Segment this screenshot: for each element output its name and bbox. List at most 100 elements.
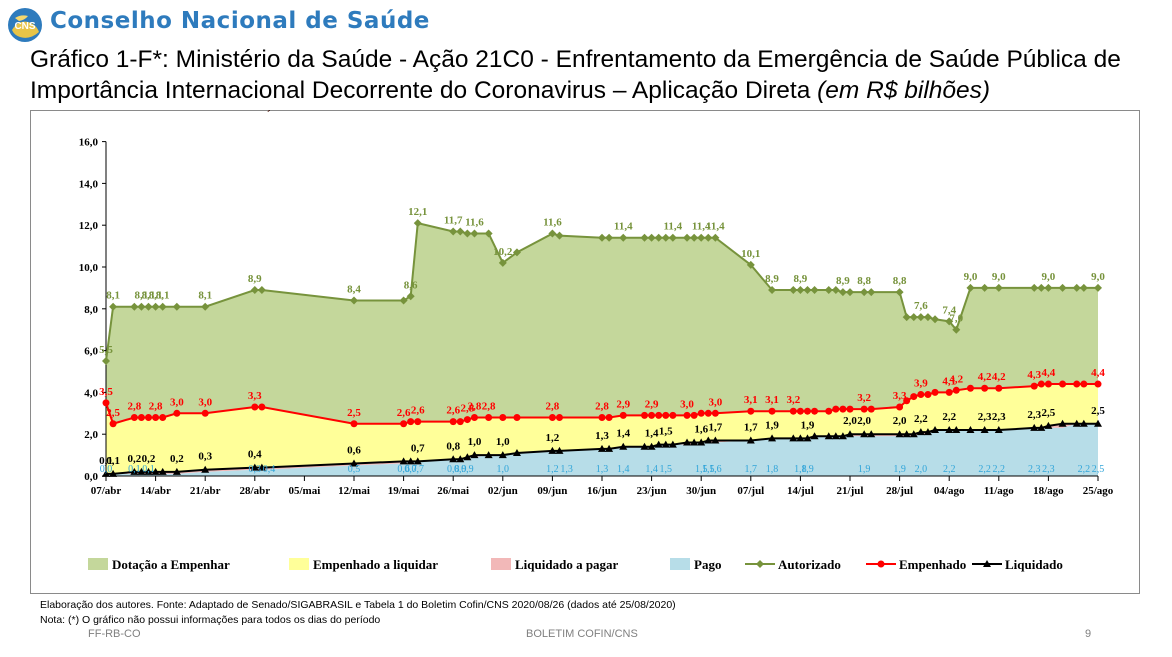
liquidado-marker xyxy=(966,426,975,434)
y-tick-label: 4,0 xyxy=(84,387,98,399)
liquidado-data-label: 2,2 xyxy=(914,413,928,425)
x-tick-label: 18/ago xyxy=(1033,485,1064,497)
liquidado-marker xyxy=(463,453,472,461)
liquidado-marker xyxy=(931,426,940,434)
autorizado-data-label: 9,0 xyxy=(1042,271,1056,283)
pago-data-label: 0,7 xyxy=(404,464,417,475)
logo-text: CNS xyxy=(14,21,35,32)
liquidado-data-label: 1,6 xyxy=(694,424,708,436)
autorizado-data-label: 11,6 xyxy=(465,217,484,229)
empenhado-data-label: 2,8 xyxy=(546,400,560,412)
empenhado-marker xyxy=(662,411,670,419)
autorizado-data-label: 8,9 xyxy=(836,275,850,287)
autorizado-data-label: 8,1 xyxy=(156,290,170,302)
liquidado-data-label: 1,9 xyxy=(801,419,815,431)
empenhado-data-label: 3,0 xyxy=(680,398,694,410)
empenhado-marker xyxy=(896,403,904,411)
liquidado-data-label: 2,5 xyxy=(1091,405,1105,417)
autorizado-data-label: 11,4 xyxy=(614,221,633,233)
liquidado-marker xyxy=(1037,423,1046,431)
liquidado-data-label: 0,1 xyxy=(106,455,120,467)
liquidado-marker xyxy=(102,469,110,477)
liquidado-marker xyxy=(683,438,692,446)
liquidado-marker xyxy=(109,469,118,477)
liquidado-marker xyxy=(789,434,798,442)
empenhado-marker xyxy=(159,413,167,421)
liquidado-marker xyxy=(406,457,415,465)
empenhado-data-label: 4,2 xyxy=(978,371,992,383)
empenhado-marker xyxy=(102,399,110,407)
liquidado-data-label: 2,5 xyxy=(1042,407,1056,419)
pago-data-label: 0,9 xyxy=(454,464,467,475)
empenhado-marker xyxy=(485,413,493,421)
x-tick-label: 28/jul xyxy=(886,485,913,497)
liquidado-marker xyxy=(151,467,160,475)
autorizado-data-label: 5,5 xyxy=(99,344,113,356)
liquidado-data-label: 1,4 xyxy=(645,428,659,440)
liquidado-marker xyxy=(350,459,358,467)
liquidado-marker xyxy=(413,457,422,465)
x-tick-label: 04/ago xyxy=(934,485,965,497)
empenhado-data-label: 4,2 xyxy=(992,371,1006,383)
empenhado-marker xyxy=(655,411,663,419)
autorizado-marker xyxy=(690,233,699,242)
liquidado-marker xyxy=(158,467,167,475)
liquidado-marker xyxy=(640,442,649,450)
legend-empenhado-liquidar-swatch xyxy=(289,558,309,570)
liquidado-marker xyxy=(201,465,210,473)
autorizado-marker xyxy=(555,231,564,240)
autorizado-marker xyxy=(768,285,777,294)
autorizado-marker xyxy=(902,313,911,322)
empenhado-marker xyxy=(137,413,145,421)
liquidado-marker xyxy=(980,426,989,434)
autorizado-marker xyxy=(406,292,415,301)
autorizado-marker xyxy=(257,285,266,294)
autorizado-marker xyxy=(796,285,805,294)
legend-empenhado-marker xyxy=(877,560,885,568)
autorizado-data-label: 8,8 xyxy=(893,275,907,287)
autorizado-data-label: 8,1 xyxy=(106,290,120,302)
x-tick-label: 19/mai xyxy=(388,485,420,497)
autorizado-marker xyxy=(1044,283,1053,292)
empenhado-marker xyxy=(499,413,507,421)
y-tick-label: 12,0 xyxy=(79,220,99,232)
autorizado-marker xyxy=(1058,283,1067,292)
empenhado-marker xyxy=(747,407,755,415)
liquidado-data-label: 0,3 xyxy=(198,451,212,463)
empenhado-marker xyxy=(839,405,847,413)
autorizado-marker xyxy=(895,288,904,297)
liquidado-data-label: 0,7 xyxy=(411,442,425,454)
autorizado-marker xyxy=(945,317,954,326)
autorizado-marker xyxy=(704,233,713,242)
pago-data-label: 1,5 xyxy=(702,464,715,475)
pago-data-label: 2,2 xyxy=(1078,464,1091,475)
autorizado-marker xyxy=(1094,283,1102,292)
liquidado-marker xyxy=(130,467,139,475)
footer-center: BOLETIM COFIN/CNS xyxy=(526,628,638,640)
autorizado-marker xyxy=(661,233,670,242)
pago-data-label: 0,0 xyxy=(100,464,113,475)
autorizado-data-label: 8,9 xyxy=(248,273,262,285)
empenhado-marker xyxy=(1059,380,1067,388)
pago-data-label: 0,3 xyxy=(249,464,261,475)
autorizado-data-label: 7,6 xyxy=(914,300,928,312)
pago-data-label: 2,2 xyxy=(993,464,1006,475)
autorizado-marker xyxy=(456,227,465,236)
liquidado-marker xyxy=(605,444,614,452)
liquidado-marker xyxy=(810,432,819,440)
liquidado-marker xyxy=(923,428,932,436)
liquidado-data-label: 1,0 xyxy=(468,436,482,448)
pago-data-label: 1,2 xyxy=(546,464,559,475)
autorizado-marker xyxy=(130,302,139,311)
pago-data-label: 2,2 xyxy=(943,464,956,475)
pago-data-label: 1,9 xyxy=(858,464,871,475)
liquidado-marker xyxy=(1044,421,1053,429)
pago-data-label: 0,6 xyxy=(397,464,410,475)
pago-data-label: 2,0 xyxy=(915,464,928,475)
liquidado-data-label: 1,7 xyxy=(708,421,722,433)
autorizado-marker xyxy=(158,302,167,311)
x-tick-label: 30/jun xyxy=(686,485,716,497)
autorizado-marker xyxy=(172,302,181,311)
autorizado-marker xyxy=(413,219,422,228)
legend-liquidado-pagar-label: Liquidado a pagar xyxy=(515,557,619,572)
